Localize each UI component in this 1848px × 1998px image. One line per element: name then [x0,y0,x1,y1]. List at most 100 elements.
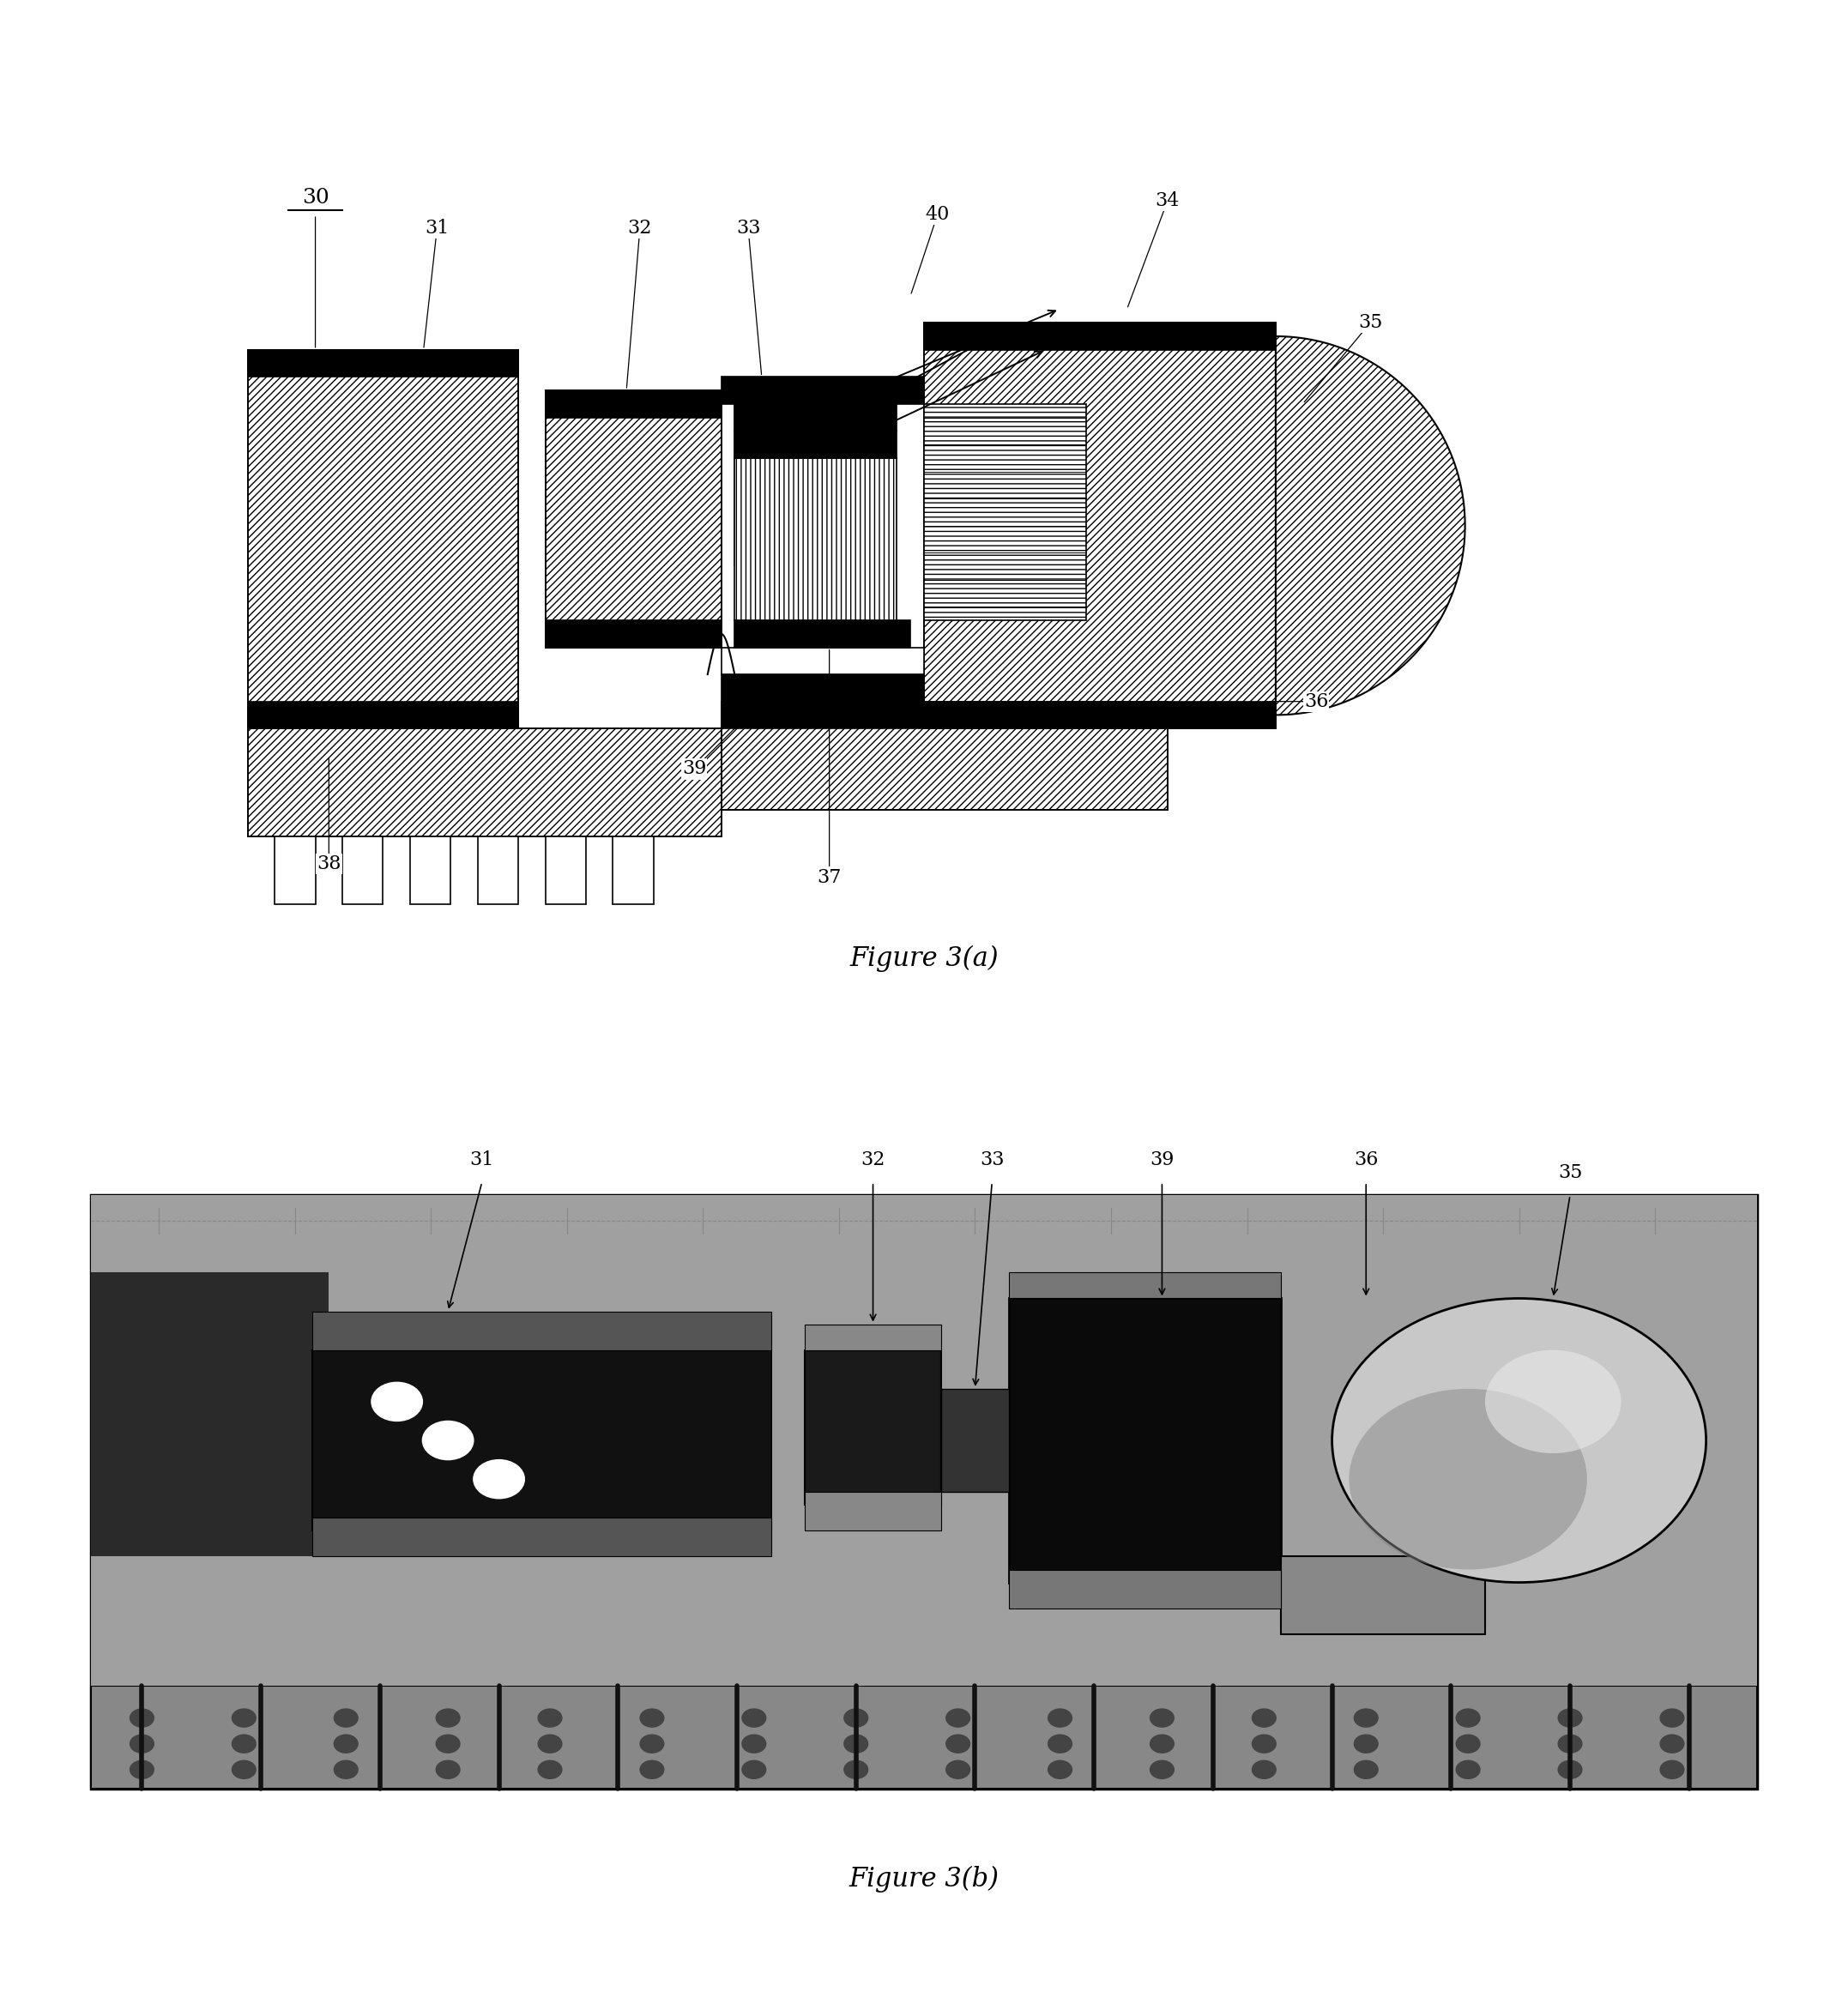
Circle shape [1253,1708,1275,1726]
Circle shape [639,1734,663,1752]
Polygon shape [736,404,815,565]
Text: 38: 38 [316,855,342,873]
Text: 39: 39 [682,759,706,779]
Text: 36: 36 [1355,1151,1379,1169]
Circle shape [1349,1389,1587,1570]
Circle shape [436,1734,460,1752]
Circle shape [743,1734,765,1752]
Circle shape [1456,1734,1480,1752]
Circle shape [845,1760,869,1778]
Circle shape [334,1708,359,1726]
Text: Figure 3(b): Figure 3(b) [848,1866,1000,1892]
Bar [275,837,316,905]
Circle shape [1048,1708,1072,1726]
Bar [477,837,517,905]
Bar [721,701,1168,809]
Circle shape [946,1760,970,1778]
Text: 33: 33 [736,218,760,238]
Circle shape [1486,1351,1621,1453]
Circle shape [1355,1760,1379,1778]
Bar [806,1493,941,1530]
Text: 30: 30 [301,188,329,208]
Bar [342,837,383,905]
Circle shape [1558,1708,1582,1726]
Bar [91,1195,1757,1686]
Bar [312,1518,771,1556]
Bar [1281,1556,1486,1634]
Bar [806,1325,941,1351]
Bar [1009,1570,1281,1608]
Text: 39: 39 [1149,1151,1173,1169]
Circle shape [1558,1760,1582,1778]
Circle shape [423,1421,473,1461]
Circle shape [946,1734,970,1752]
Circle shape [371,1383,423,1421]
Circle shape [1456,1708,1480,1726]
Bar [545,619,721,647]
Circle shape [334,1760,359,1778]
Circle shape [639,1708,663,1726]
Circle shape [538,1734,562,1752]
Circle shape [1660,1708,1684,1726]
Circle shape [1253,1760,1275,1778]
Circle shape [1149,1760,1173,1778]
Bar [736,458,896,619]
Circle shape [743,1708,765,1726]
Circle shape [1332,1299,1706,1582]
Text: 35: 35 [1358,314,1382,332]
Circle shape [1048,1760,1072,1778]
Circle shape [129,1734,153,1752]
Circle shape [1660,1760,1684,1778]
Circle shape [538,1760,562,1778]
Bar [248,701,517,729]
Polygon shape [1275,336,1465,715]
Bar [91,1195,1757,1788]
Bar [91,1686,1757,1788]
Circle shape [1355,1734,1379,1752]
Bar [545,390,721,418]
Bar [312,1311,771,1351]
Text: 32: 32 [861,1151,885,1169]
Circle shape [1048,1734,1072,1752]
Bar [924,701,1275,729]
Text: 31: 31 [425,218,449,238]
Circle shape [129,1760,153,1778]
Circle shape [845,1708,869,1726]
Bar [614,837,654,905]
Circle shape [1355,1708,1379,1726]
Circle shape [1558,1734,1582,1752]
Circle shape [743,1760,765,1778]
Bar [1009,1299,1281,1582]
Bar [545,837,586,905]
Text: 31: 31 [469,1151,493,1169]
Text: 37: 37 [817,867,841,887]
Circle shape [845,1734,869,1752]
Circle shape [473,1461,525,1498]
Circle shape [538,1708,562,1726]
Bar [941,1389,1009,1493]
Circle shape [436,1708,460,1726]
Bar [736,404,896,432]
Circle shape [1253,1734,1275,1752]
Circle shape [1149,1734,1173,1752]
Circle shape [233,1734,255,1752]
Bar [736,619,911,647]
Text: 35: 35 [1558,1163,1582,1183]
Bar [806,1351,941,1504]
Bar [721,675,924,701]
Circle shape [1660,1734,1684,1752]
Text: 40: 40 [926,206,950,224]
Circle shape [233,1708,255,1726]
Bar [736,432,896,458]
Circle shape [1456,1760,1480,1778]
Bar [721,378,924,404]
Bar [721,647,924,675]
Text: Figure 3(a): Figure 3(a) [850,945,998,971]
Bar [924,404,1087,619]
Bar [312,1351,771,1530]
Bar [924,324,1275,729]
Bar [924,324,1275,350]
Text: 36: 36 [1305,691,1329,711]
Text: 34: 34 [1155,192,1179,210]
Bar [410,837,451,905]
